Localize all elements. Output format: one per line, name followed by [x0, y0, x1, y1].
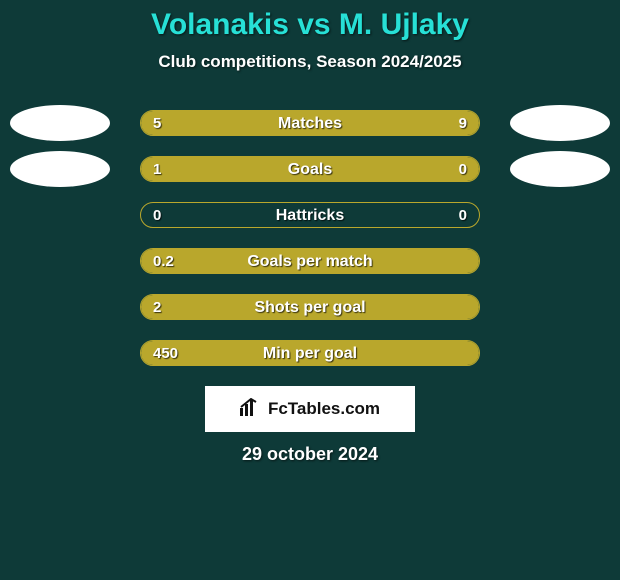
- player-photo-left: [10, 151, 110, 187]
- stat-bar: 2Shots per goal: [140, 294, 480, 320]
- stat-bar: 450Min per goal: [140, 340, 480, 366]
- stat-bar: 0.2Goals per match: [140, 248, 480, 274]
- page-subtitle: Club competitions, Season 2024/2025: [0, 52, 620, 72]
- stat-metric-label: Min per goal: [141, 341, 479, 366]
- date-label: 29 october 2024: [0, 444, 620, 465]
- stat-row: 0.2Goals per match: [0, 238, 620, 284]
- stat-metric-label: Goals per match: [141, 249, 479, 274]
- stat-metric-label: Shots per goal: [141, 295, 479, 320]
- stat-metric-label: Goals: [141, 157, 479, 182]
- stat-row: 10Goals: [0, 146, 620, 192]
- player-photo-left: [10, 105, 110, 141]
- stat-row: 2Shots per goal: [0, 284, 620, 330]
- branding-box: FcTables.com: [205, 386, 415, 432]
- chart-icon: [240, 398, 262, 421]
- stat-rows: 59Matches 10Goals 00Hattricks 0.2Goals per …: [0, 100, 620, 376]
- stat-bar: 59Matches: [140, 110, 480, 136]
- stat-bar: 00Hattricks: [140, 202, 480, 228]
- stat-row: 00Hattricks: [0, 192, 620, 238]
- player-photo-right: [510, 105, 610, 141]
- stat-metric-label: Matches: [141, 111, 479, 136]
- stat-metric-label: Hattricks: [141, 203, 479, 228]
- page-title: Volanakis vs M. Ujlaky: [0, 8, 620, 42]
- comparison-infographic: Volanakis vs M. Ujlaky Club competitions…: [0, 0, 620, 580]
- stat-row: 450Min per goal: [0, 330, 620, 376]
- stat-row: 59Matches: [0, 100, 620, 146]
- stat-bar: 10Goals: [140, 156, 480, 182]
- player-photo-right: [510, 151, 610, 187]
- branding-text: FcTables.com: [268, 399, 380, 419]
